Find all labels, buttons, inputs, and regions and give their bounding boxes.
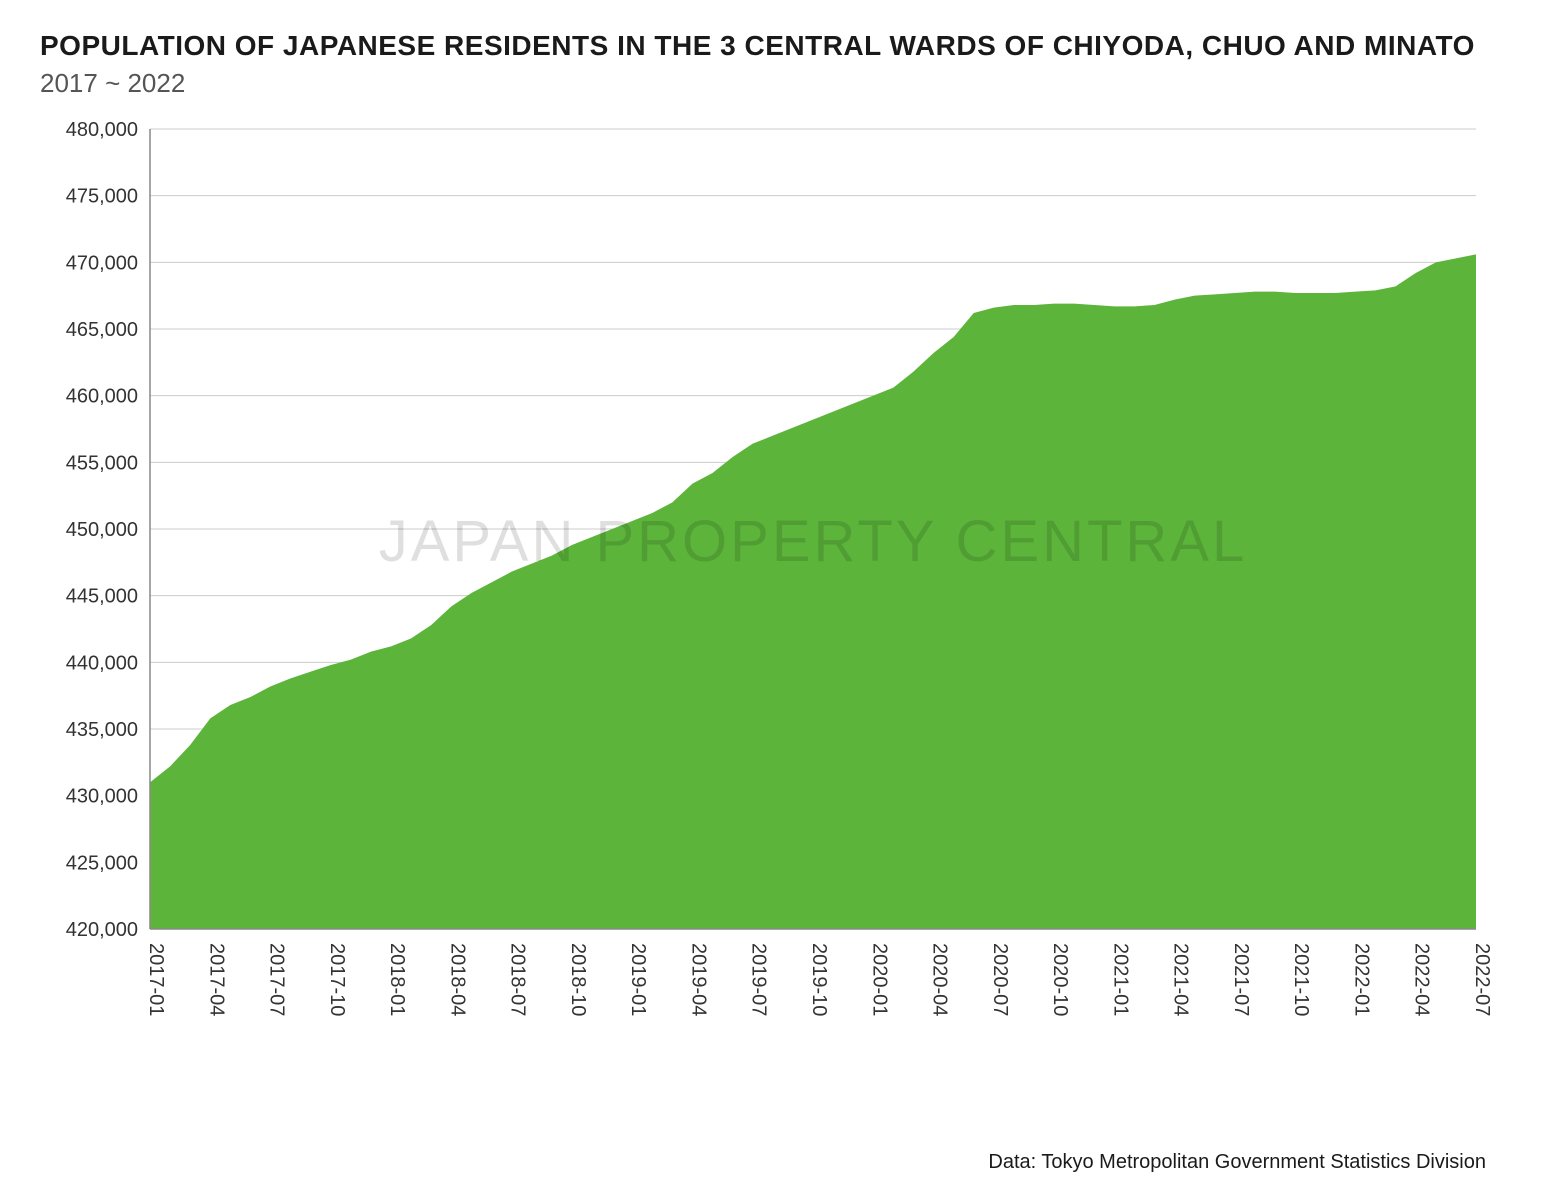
y-axis-tick-label: 430,000 [66, 786, 138, 808]
x-axis-tick-label: 2021-10 [1290, 943, 1312, 1016]
chart-title: POPULATION OF JAPANESE RESIDENTS IN THE … [40, 30, 1506, 62]
x-axis-tick-label: 2017-04 [205, 943, 227, 1016]
x-axis-tick-label: 2021-07 [1230, 943, 1252, 1016]
x-axis-tick-label: 2018-04 [446, 943, 468, 1016]
y-axis-tick-label: 425,000 [66, 852, 138, 874]
x-axis-tick-label: 2021-01 [1109, 943, 1131, 1016]
x-axis-tick-label: 2022-07 [1471, 943, 1493, 1016]
area-chart-svg: 420,000 425,000 430,000 435,000 440,000 445,0… [40, 119, 1506, 1059]
x-axis-tick-label: 2017-10 [326, 943, 348, 1016]
x-axis-tick-label: 2019-01 [627, 943, 649, 1016]
x-axis-tick-label: 2020-10 [1049, 943, 1071, 1016]
y-axis-tick-label: 435,000 [66, 719, 138, 741]
watermark-text: JAPAN PROPERTY CENTRAL [379, 509, 1248, 574]
chart-subtitle: 2017 ~ 2022 [40, 68, 1506, 99]
x-axis-tick-label: 2017-01 [145, 943, 167, 1016]
x-axis-tick-label: 2022-04 [1411, 943, 1433, 1016]
y-axis-tick-label: 465,000 [66, 319, 138, 341]
y-axis-tick-label: 445,000 [66, 586, 138, 608]
y-axis-tick-label: 440,000 [66, 652, 138, 674]
y-axis-tick-label: 480,000 [66, 119, 138, 141]
x-axis-tick-label: 2017-07 [266, 943, 288, 1016]
data-attribution: Data: Tokyo Metropolitan Government Stat… [988, 1151, 1486, 1174]
x-axis-tick-label: 2018-07 [507, 943, 529, 1016]
area-series [150, 254, 1476, 929]
y-axis-tick-label: 455,000 [66, 452, 138, 474]
x-axis-tick-label: 2020-07 [989, 943, 1011, 1016]
x-axis-tick-label: 2018-01 [386, 943, 408, 1016]
x-axis-tick-label: 2018-10 [567, 943, 589, 1016]
x-axis-tick-label: 2019-07 [748, 943, 770, 1016]
y-axis-tick-label: 470,000 [66, 252, 138, 274]
x-axis-tick-label: 2019-04 [687, 943, 709, 1016]
x-axis-tick-label: 2022-01 [1350, 943, 1372, 1016]
y-axis-tick-label: 475,000 [66, 186, 138, 208]
chart-area: 420,000 425,000 430,000 435,000 440,000 445,0… [40, 119, 1506, 1059]
x-axis-tick-label: 2021-04 [1170, 943, 1192, 1016]
x-axis-tick-label: 2020-01 [868, 943, 890, 1016]
x-axis-tick-label: 2020-04 [929, 943, 951, 1016]
x-axis-tick-label: 2019-10 [808, 943, 830, 1016]
y-axis-tick-label: 420,000 [66, 919, 138, 941]
y-axis-tick-label: 450,000 [66, 519, 138, 541]
y-axis-tick-label: 460,000 [66, 386, 138, 408]
